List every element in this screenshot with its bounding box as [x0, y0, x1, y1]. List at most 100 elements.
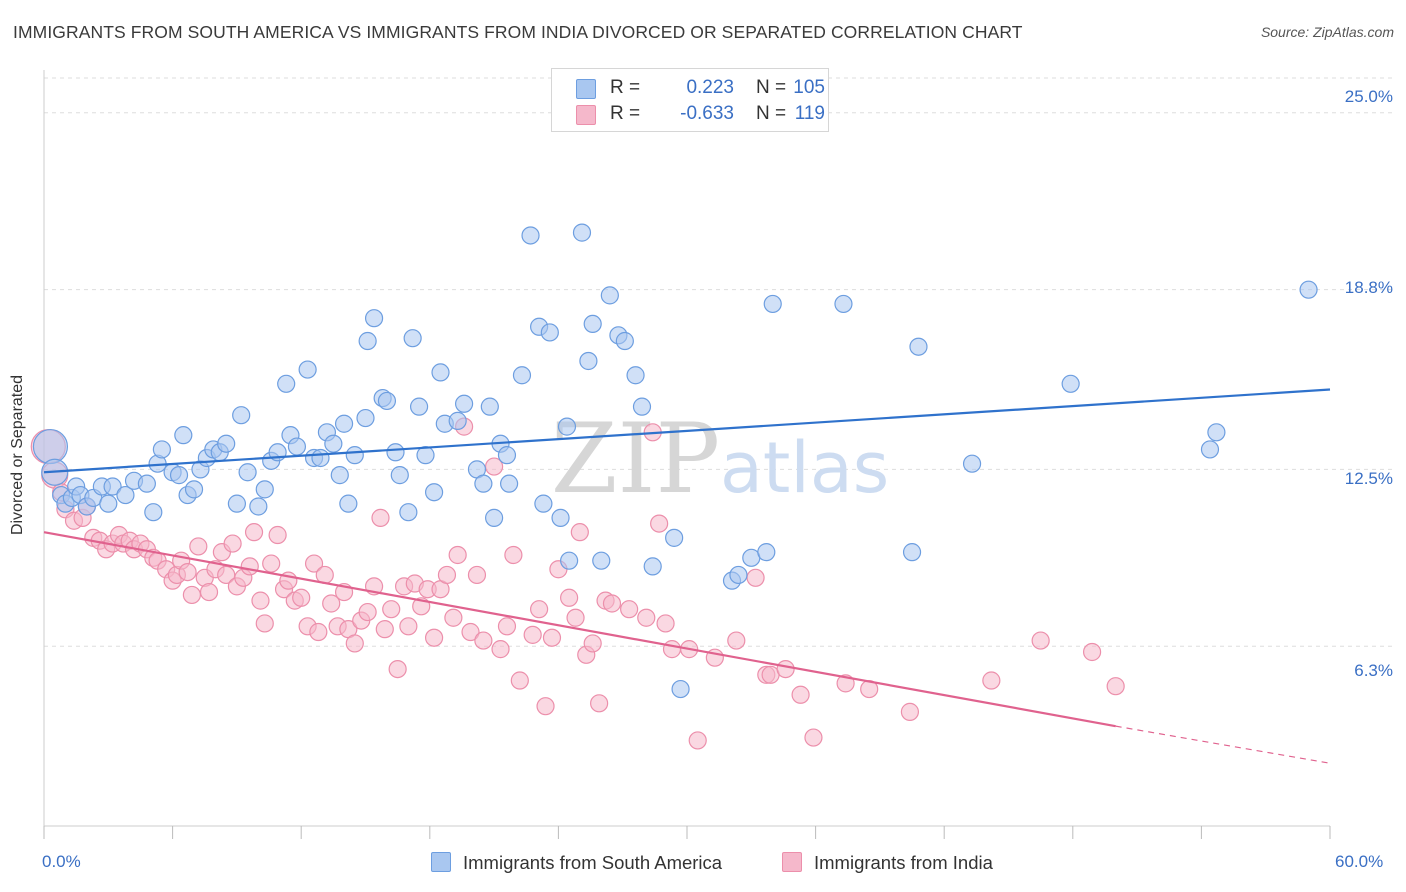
- y-axis-label: Divorced or Separated: [9, 374, 26, 536]
- south-america-point: [557, 417, 577, 436]
- south-america-point: [358, 331, 377, 351]
- india-point: [467, 565, 487, 585]
- india-point: [262, 554, 281, 573]
- south-america-point: [227, 494, 246, 513]
- india-point: [240, 557, 259, 576]
- legend-n-label: N =: [756, 77, 787, 98]
- india-point: [244, 523, 264, 542]
- south-america-point: [909, 337, 928, 356]
- south-america-point: [32, 428, 69, 465]
- south-america-point: [474, 474, 493, 493]
- south-america-point: [729, 565, 748, 585]
- south-america-point: [409, 397, 429, 416]
- south-america-point: [152, 440, 171, 459]
- india-point: [424, 628, 444, 647]
- y-tick-label: 18.8%: [1344, 278, 1393, 297]
- south-america-point: [249, 497, 268, 516]
- south-america-point: [103, 477, 122, 496]
- south-america-point: [671, 679, 690, 699]
- india-point: [662, 640, 682, 659]
- legend-swatch-blue: [576, 79, 596, 99]
- india-point: [637, 608, 656, 627]
- south-america-point: [540, 323, 559, 342]
- india-point: [399, 617, 418, 636]
- south-america-point: [763, 294, 782, 314]
- south-america-point: [521, 226, 540, 245]
- y-tick-label: 12.5%: [1344, 469, 1393, 488]
- india-point: [292, 588, 311, 607]
- india-point: [650, 514, 669, 533]
- india-point: [309, 622, 328, 642]
- south-america-point: [184, 480, 204, 499]
- south-america-trend-line: [43, 388, 1331, 474]
- south-america-point: [403, 329, 422, 348]
- india-point: [268, 525, 287, 545]
- south-america-point: [238, 463, 257, 482]
- south-america-point: [497, 446, 517, 465]
- india-point: [590, 694, 609, 713]
- south-america-point: [330, 466, 349, 485]
- india-point: [382, 600, 401, 619]
- south-america-point: [116, 485, 135, 505]
- legend-swatch-pink: [576, 105, 596, 125]
- south-america-point: [399, 503, 418, 522]
- india-point: [620, 600, 639, 619]
- south-america-point: [592, 551, 611, 570]
- india-point: [536, 697, 555, 716]
- south-america-point: [1207, 423, 1226, 442]
- india-point: [448, 545, 467, 565]
- y-tick-label: 6.3%: [1354, 661, 1393, 680]
- south-america-point: [1299, 280, 1318, 299]
- south-america-point: [386, 443, 405, 462]
- india-point: [746, 568, 765, 587]
- south-america-point: [534, 494, 553, 513]
- india-point: [444, 608, 463, 627]
- india-point: [804, 728, 823, 747]
- south-america-point: [277, 374, 296, 393]
- india-trend-extension: [1115, 725, 1331, 764]
- india-point: [189, 537, 208, 556]
- india-point: [255, 614, 274, 633]
- south-america-point: [431, 363, 450, 382]
- south-america-point: [324, 434, 343, 453]
- india-point: [437, 565, 457, 585]
- south-america-point: [144, 503, 163, 522]
- x-tick-label: 0.0%: [42, 852, 81, 871]
- south-america-point: [99, 494, 118, 513]
- india-point: [776, 659, 795, 679]
- south-america-point: [551, 508, 570, 527]
- south-america-point: [1061, 374, 1080, 393]
- india-point: [1082, 642, 1102, 662]
- y-tick-label: 25.0%: [1344, 87, 1393, 106]
- south-america-point: [390, 466, 409, 485]
- south-america-point: [579, 351, 598, 371]
- bottom-legend-swatch-pink: [782, 852, 802, 872]
- india-point: [485, 457, 504, 476]
- source-label: Source: ZipAtlas.com: [1260, 24, 1394, 40]
- south-america-point: [169, 466, 189, 485]
- india-point: [560, 588, 579, 607]
- south-america-point: [600, 286, 619, 305]
- south-america-point: [902, 543, 922, 562]
- south-america-point: [298, 360, 317, 379]
- legend-n-label: N =: [756, 103, 787, 124]
- india-point: [510, 671, 529, 690]
- india-point: [504, 545, 523, 565]
- india-point: [474, 631, 493, 650]
- south-america-point: [137, 474, 156, 493]
- south-america-point: [962, 454, 982, 473]
- south-america-point: [356, 408, 375, 428]
- south-america-point: [1200, 440, 1220, 459]
- south-america-point: [485, 508, 504, 527]
- india-point: [223, 534, 242, 553]
- south-america-point: [377, 391, 397, 411]
- south-america-point: [615, 331, 634, 351]
- india-trend-line: [43, 531, 1116, 728]
- india-point: [791, 685, 810, 704]
- south-america-point: [480, 397, 499, 416]
- south-america-point: [834, 294, 853, 314]
- india-point: [542, 628, 562, 647]
- legend-r-label: R =: [610, 103, 641, 124]
- india-point: [497, 617, 517, 636]
